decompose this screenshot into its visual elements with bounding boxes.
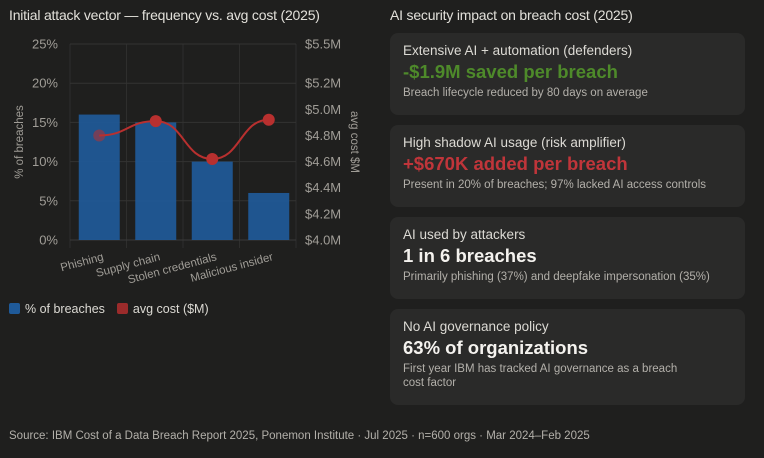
y-right-tick-label: $5.5M — [305, 37, 341, 52]
y-right-axis-label: avg cost $M — [348, 111, 360, 173]
card-label: No AI governance policy — [403, 319, 549, 334]
chart-legend: % of breaches avg cost ($M) — [9, 302, 209, 316]
chart-title: Initial attack vector — frequency vs. av… — [9, 7, 320, 23]
card-note: First year IBM has tracked AI governance… — [403, 363, 678, 389]
y-right-tick-label: $5.0M — [305, 102, 341, 117]
y-right-tick-label: $4.6M — [305, 154, 341, 169]
card-label: Extensive AI + automation (defenders) — [403, 43, 633, 58]
y-axis-label: % of breaches — [14, 105, 26, 179]
legend-label: avg cost ($M) — [132, 302, 209, 316]
card-note: Primarily phishing (37%) and deepfake im… — [403, 271, 710, 283]
y-right-tick-label: $4.4M — [305, 180, 341, 195]
bar-stolen-credentials — [191, 161, 233, 240]
y-right-tick-label: $4.8M — [305, 128, 341, 143]
card-value: -$1.9M saved per breach — [403, 61, 618, 82]
y-tick-label: 10% — [32, 154, 58, 169]
y-tick-label: 0% — [39, 233, 58, 248]
bar-malicious-insider — [248, 192, 290, 240]
cost-point-phishing — [93, 129, 106, 142]
panel-title: AI security impact on breach cost (2025) — [390, 7, 633, 23]
y-tick-label: 20% — [32, 76, 58, 91]
cost-point-malicious-insider — [262, 113, 275, 126]
card-value: 63% of organizations — [403, 337, 589, 358]
card-label: High shadow AI usage (risk amplifier) — [403, 135, 626, 150]
attack-vector-chart: 0% 5% 10% 15% 20% 25% $4.0M $4.2M $4.4M $4.6M $4.8… — [14, 37, 360, 287]
cost-line — [99, 118, 269, 160]
stat-card-shadow-ai: High shadow AI usage (risk amplifier) +$… — [390, 125, 745, 207]
y-right-tick-label: $4.2M — [305, 206, 341, 221]
legend-label: % of breaches — [25, 302, 105, 316]
card-value: 1 in 6 breaches — [403, 245, 537, 266]
y-tick-label: 25% — [32, 37, 58, 52]
y-right-tick-label: $5.2M — [305, 76, 341, 91]
source-note: Source: IBM Cost of a Data Breach Report… — [9, 430, 590, 442]
legend-swatch-line — [116, 303, 128, 314]
legend-swatch-bar — [9, 303, 20, 314]
cost-point-stolen-credentials — [206, 152, 219, 165]
stat-card-ai-attackers: AI used by attackers 1 in 6 breaches Pri… — [390, 217, 745, 299]
card-note: Breach lifecycle reduced by 80 days on a… — [403, 87, 648, 99]
card-label: AI used by attackers — [403, 227, 526, 242]
y-right-tick-label: $4.0M — [305, 233, 341, 248]
stat-card-ai-automation: Extensive AI + automation (defenders) -$… — [390, 33, 745, 115]
stat-card-ai-governance: No AI governance policy 63% of organizat… — [390, 309, 745, 405]
legend-item-cost[interactable]: avg cost ($M) — [116, 302, 209, 316]
legend-item-breaches[interactable]: % of breaches — [9, 302, 105, 316]
y-tick-label: 15% — [32, 115, 58, 130]
card-value: +$670K added per breach — [403, 153, 628, 174]
bar-supply-chain — [135, 122, 177, 240]
y-tick-label: 5% — [39, 193, 58, 208]
card-note: Present in 20% of breaches; 97% lacked A… — [403, 179, 706, 191]
cost-point-supply-chain — [149, 115, 162, 128]
